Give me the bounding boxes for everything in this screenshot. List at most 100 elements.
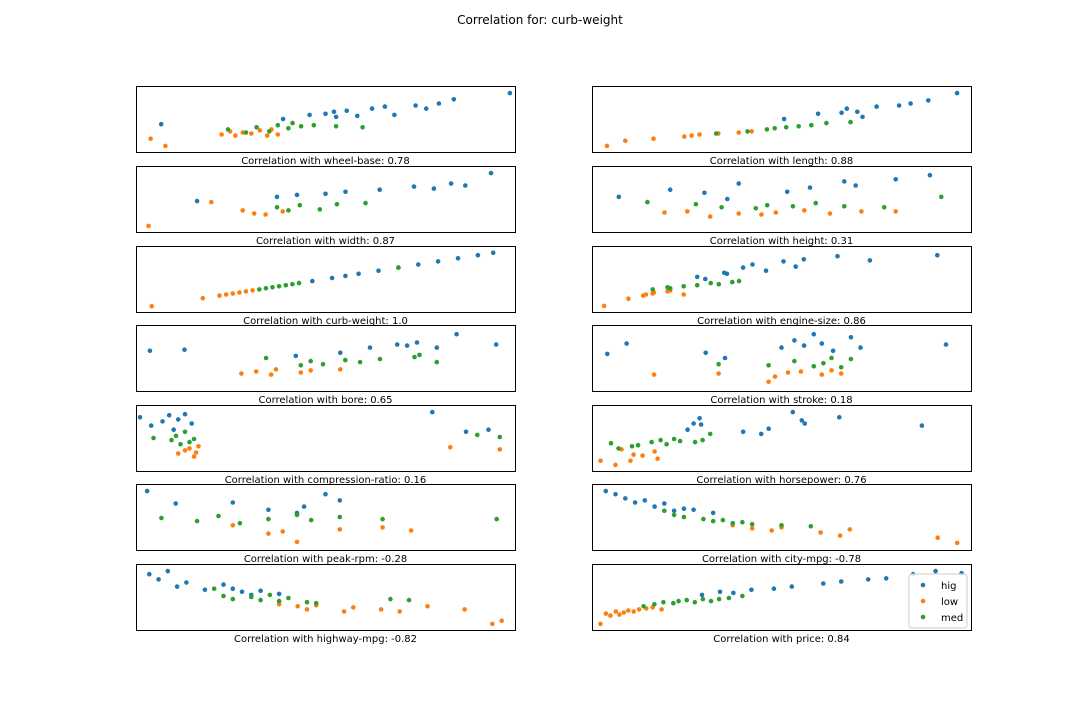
- point-hig: [883, 576, 889, 581]
- panel-title-curb-weight: Correlation with curb-weight: 1.0: [243, 316, 408, 327]
- point-low: [240, 130, 246, 135]
- series-med: [225, 120, 365, 135]
- point-med: [412, 354, 417, 360]
- panel-wheel-base: Correlation with wheel-base: 0.78: [136, 86, 516, 167]
- panel-peak-rpm: Correlation with peak-rpm: -0.28: [136, 484, 516, 565]
- point-low: [337, 527, 343, 532]
- point-low: [273, 367, 279, 372]
- point-hig: [147, 571, 152, 577]
- panel-width: Correlation with width: 0.87: [136, 166, 516, 247]
- point-med: [257, 287, 262, 292]
- point-hig: [323, 111, 328, 117]
- series-med: [662, 508, 814, 529]
- point-med: [274, 205, 280, 210]
- point-med: [671, 512, 677, 518]
- point-hig: [194, 198, 200, 204]
- point-low: [707, 214, 713, 219]
- point-low: [163, 143, 168, 149]
- panel-title-horsepower: Correlation with horsepower: 0.76: [696, 475, 866, 486]
- point-med: [406, 597, 412, 603]
- point-hig: [333, 114, 339, 120]
- point-hig: [943, 342, 949, 347]
- point-hig: [280, 116, 286, 122]
- point-hig: [448, 181, 454, 186]
- point-low: [294, 539, 300, 545]
- point-low: [773, 210, 779, 215]
- point-med: [740, 593, 745, 599]
- point-hig: [811, 331, 817, 337]
- point-med: [237, 520, 243, 526]
- point-hig: [799, 418, 805, 423]
- panel-title-height: Correlation with height: 0.31: [710, 236, 853, 247]
- point-hig: [736, 181, 741, 186]
- point-med: [616, 446, 621, 451]
- point-med: [276, 598, 282, 604]
- point-low: [798, 369, 804, 374]
- point-hig: [781, 116, 787, 122]
- point-hig: [698, 422, 704, 427]
- point-med: [173, 433, 179, 439]
- point-hig: [148, 423, 154, 428]
- point-med: [286, 595, 291, 601]
- point-med: [676, 598, 681, 604]
- point-low: [598, 458, 603, 464]
- point-hig: [274, 194, 280, 200]
- point-hig: [789, 584, 795, 589]
- point-hig: [144, 488, 150, 494]
- point-hig: [740, 429, 746, 435]
- legend: hig low med: [908, 573, 968, 629]
- point-med: [713, 131, 719, 136]
- point-low: [954, 540, 960, 546]
- point-hig: [893, 177, 898, 182]
- point-med: [749, 522, 755, 527]
- point-hig: [392, 112, 397, 118]
- point-med: [671, 436, 677, 442]
- point-med: [650, 287, 655, 292]
- point-low: [187, 446, 192, 451]
- point-med: [270, 285, 275, 290]
- point-med: [842, 204, 847, 209]
- point-med: [719, 205, 724, 210]
- point-med: [290, 281, 295, 287]
- point-med: [824, 120, 829, 126]
- point-low: [682, 134, 687, 139]
- point-low: [408, 528, 414, 533]
- point-med: [178, 441, 183, 447]
- point-med: [708, 280, 713, 286]
- point-med: [194, 518, 200, 524]
- point-hig: [307, 112, 312, 118]
- point-low: [268, 372, 274, 377]
- point-hig: [434, 345, 440, 350]
- point-low: [859, 209, 864, 214]
- point-med: [333, 124, 339, 129]
- point-hig: [874, 104, 879, 109]
- panel-compression-ratio: Correlation with compression-ratio: 0.16: [136, 405, 516, 486]
- point-low: [230, 523, 236, 528]
- point-hig: [475, 252, 481, 258]
- point-med: [641, 604, 646, 609]
- point-low: [766, 379, 771, 385]
- point-med: [267, 592, 273, 598]
- point-med: [297, 202, 303, 208]
- point-hig: [165, 568, 171, 574]
- point-med: [661, 599, 666, 605]
- point-hig: [416, 262, 421, 267]
- point-low: [146, 223, 151, 229]
- point-low: [266, 531, 271, 536]
- series-med: [608, 431, 713, 451]
- point-low: [499, 618, 505, 624]
- point-low: [448, 445, 453, 450]
- point-hig: [184, 580, 189, 585]
- point-hig: [935, 252, 940, 258]
- point-med: [764, 127, 770, 132]
- point-hig: [175, 417, 181, 422]
- point-med: [811, 364, 817, 369]
- point-med: [308, 358, 314, 364]
- point-low: [802, 208, 807, 213]
- point-hig: [337, 498, 343, 503]
- point-hig: [423, 106, 429, 111]
- point-hig: [758, 431, 764, 437]
- point-hig: [239, 589, 245, 595]
- point-med: [939, 194, 944, 200]
- point-med: [692, 439, 698, 445]
